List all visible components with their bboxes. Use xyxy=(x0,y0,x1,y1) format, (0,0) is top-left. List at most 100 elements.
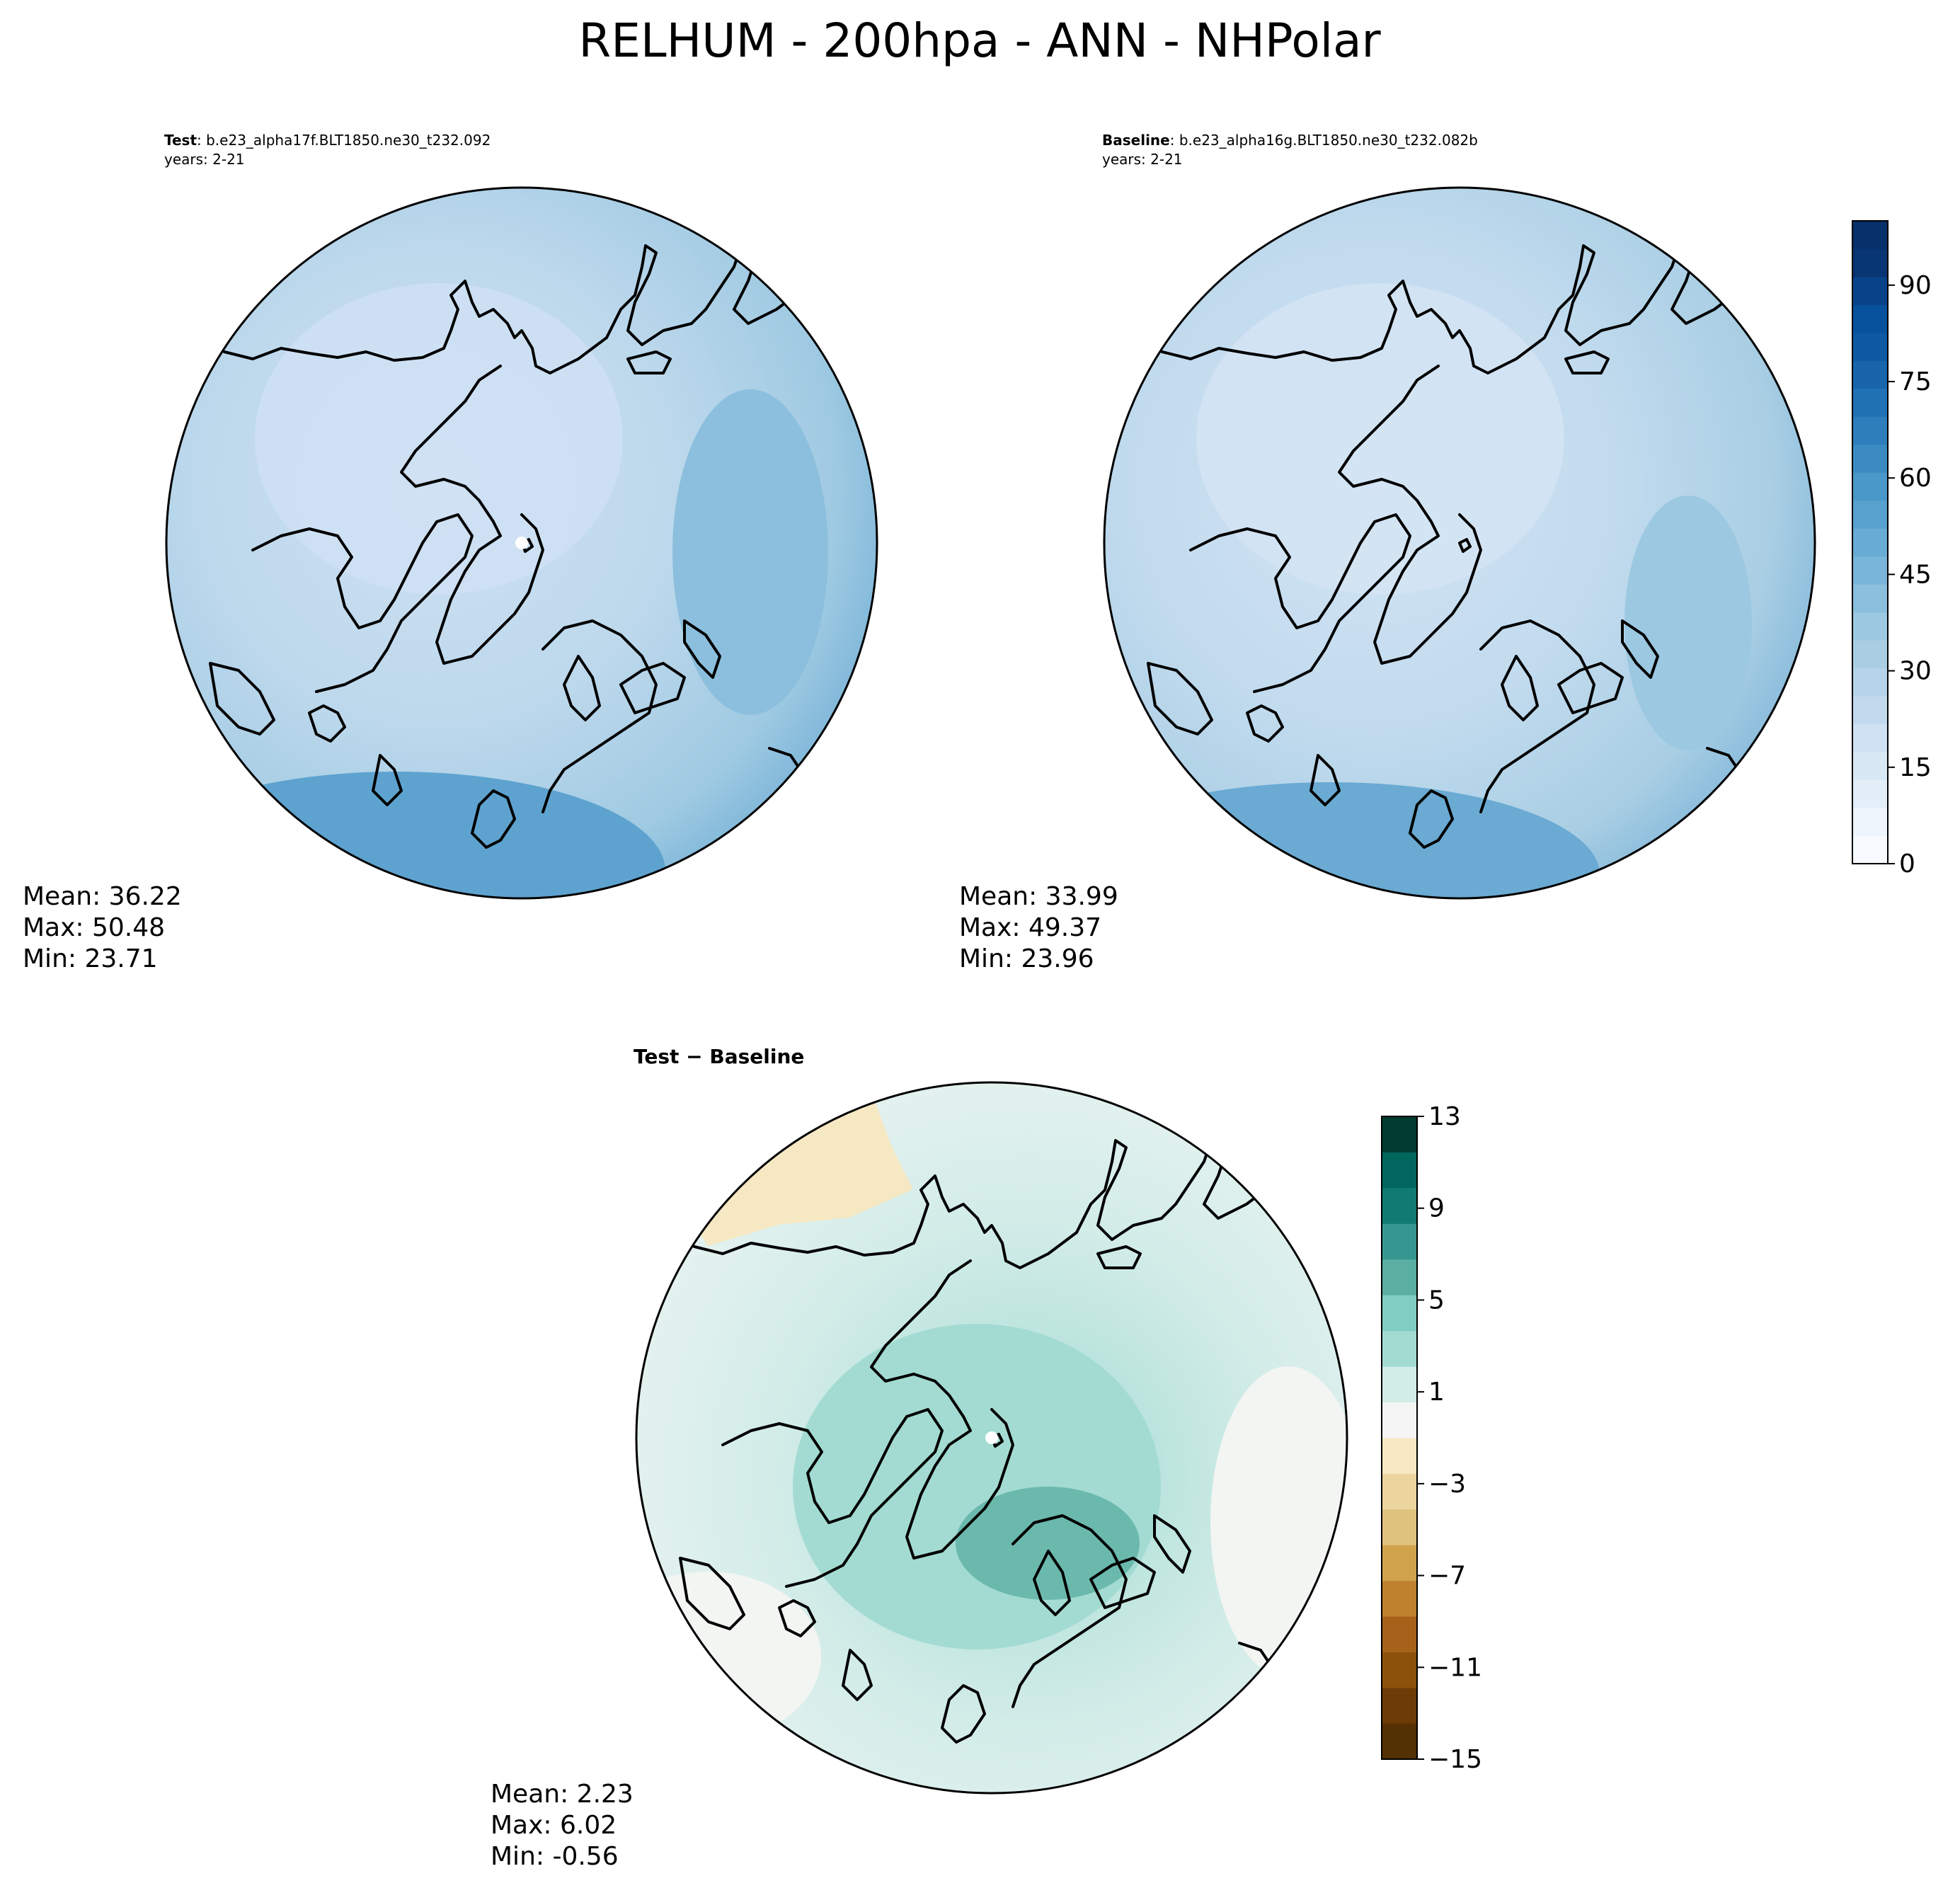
diff-max: Max: 6.02 xyxy=(491,1811,617,1840)
relhum-colorbar-segment xyxy=(1852,416,1888,445)
diff-colorbar-segment xyxy=(1382,1545,1417,1581)
relhum-colorbar-segment xyxy=(1852,276,1888,305)
relhum-colorbar-segment xyxy=(1852,640,1888,669)
baseline-panel: Baseline: b.e23_alpha16g.BLT1850.ne30_t2… xyxy=(959,132,1816,973)
diff-colorbar-segment xyxy=(1382,1580,1417,1617)
diff-colorbar-segment xyxy=(1382,1330,1417,1367)
diff-colorbar-segment xyxy=(1382,1116,1417,1152)
relhum-colorbar-segment xyxy=(1852,221,1888,249)
relhum-colorbar-segment xyxy=(1852,752,1888,781)
relhum-colorbar-segment xyxy=(1852,304,1888,333)
baseline-map-boundary xyxy=(1103,186,1816,900)
relhum-colorbar-segment xyxy=(1852,668,1888,697)
diff-colorbar-tick-label: −11 xyxy=(1428,1653,1482,1682)
relhum-colorbar-tick-label: 75 xyxy=(1899,367,1932,396)
relhum-colorbar-segment xyxy=(1852,472,1888,501)
baseline-map xyxy=(1104,188,1815,898)
relhum-colorbar-segment xyxy=(1852,332,1888,361)
relhum-colorbar-segment xyxy=(1852,248,1888,278)
relhum-colorbar-segment xyxy=(1852,500,1888,529)
baseline-mean: Mean: 33.99 xyxy=(959,882,1118,911)
test-label-bold: Test xyxy=(164,132,197,149)
diff-colorbar-segment xyxy=(1382,1295,1417,1332)
baseline-label-bold: Baseline xyxy=(1102,132,1170,149)
diff-min: Min: -0.56 xyxy=(491,1842,619,1871)
baseline-max: Max: 49.37 xyxy=(959,913,1101,942)
relhum-colorbar-segment xyxy=(1852,388,1888,417)
relhum-colorbar-segment xyxy=(1852,835,1888,864)
diff-colorbar-segment xyxy=(1382,1402,1417,1438)
diff-colorbar-segment xyxy=(1382,1616,1417,1653)
relhum-colorbar-tick-label: 15 xyxy=(1899,753,1932,782)
diff-colorbar-tick-label: −3 xyxy=(1428,1470,1466,1499)
diff-colorbar-tick-label: 9 xyxy=(1428,1194,1445,1223)
diff-colorbar-segment xyxy=(1382,1187,1417,1224)
diff-colorbar-segment xyxy=(1382,1688,1417,1724)
test-min: Min: 23.71 xyxy=(23,944,158,973)
test-pole-marker xyxy=(515,537,528,549)
test-map xyxy=(166,188,877,898)
test-field-high-band xyxy=(166,772,665,898)
baseline-field-min-region xyxy=(1196,283,1564,595)
diff-colorbar-tick-label: 5 xyxy=(1428,1286,1445,1315)
diff-colorbar-segment xyxy=(1382,1223,1417,1260)
test-label-case: : b.e23_alpha17f.BLT1850.ne30_t232.092 xyxy=(197,132,491,149)
diff-panel: Test − Baseline Mean: 2.23 Max: 6.02 Min… xyxy=(491,1045,1348,1871)
diff-colorbar-segment xyxy=(1382,1473,1417,1510)
diff-colorbar-segment xyxy=(1382,1366,1417,1403)
diff-field-positive-core xyxy=(793,1324,1161,1649)
diff-colorbar-segment xyxy=(1382,1509,1417,1545)
diff-colorbar-tick-label: 1 xyxy=(1428,1378,1445,1407)
diff-mean: Mean: 2.23 xyxy=(491,1780,634,1809)
test-mean: Mean: 36.22 xyxy=(23,882,182,911)
test-field-max-region xyxy=(672,389,828,715)
diff-colorbar-tick-label: 13 xyxy=(1428,1102,1461,1131)
relhum-colorbar-segment xyxy=(1852,696,1888,725)
diff-colorbar: 13 9 5 1 −3 −7 −11 −15 xyxy=(1381,1102,1482,1774)
relhum-colorbar: 0 15 30 45 60 75 90 xyxy=(1852,220,1932,879)
diff-field-negative-region xyxy=(680,1090,913,1246)
relhum-colorbar-segment xyxy=(1852,444,1888,473)
baseline-panel-label: Baseline: b.e23_alpha16g.BLT1850.ne30_t2… xyxy=(1102,132,1478,149)
relhum-colorbar-tick-label: 90 xyxy=(1899,271,1932,300)
baseline-label-case: : b.e23_alpha16g.BLT1850.ne30_t232.082b xyxy=(1170,132,1478,149)
diff-colorbar-segment xyxy=(1382,1652,1417,1688)
relhum-colorbar-tick-label: 0 xyxy=(1899,849,1915,879)
diff-colorbar-segment xyxy=(1382,1438,1417,1474)
figure-title: RELHUM - 200hpa - ANN - NHPolar xyxy=(578,13,1381,68)
test-map-boundary xyxy=(165,186,878,900)
test-panel: Test: b.e23_alpha17f.BLT1850.ne30_t232.0… xyxy=(23,132,878,973)
test-panel-label: Test: b.e23_alpha17f.BLT1850.ne30_t232.0… xyxy=(164,132,491,149)
diff-field-max-region xyxy=(956,1487,1140,1600)
relhum-colorbar-segment xyxy=(1852,612,1888,641)
relhum-colorbar-frame xyxy=(1852,220,1889,864)
relhum-colorbar-segment xyxy=(1852,808,1888,837)
relhum-colorbar-tick-label: 45 xyxy=(1899,560,1932,589)
relhum-colorbar-segment xyxy=(1852,360,1888,389)
baseline-min: Min: 23.96 xyxy=(959,944,1094,973)
diff-colorbar-segment xyxy=(1382,1152,1417,1189)
diff-colorbar-tick-label: −15 xyxy=(1428,1745,1482,1774)
diff-colorbar-frame xyxy=(1381,1116,1418,1760)
diff-map-boundary xyxy=(635,1081,1348,1795)
relhum-colorbar-segment xyxy=(1852,528,1888,557)
baseline-years: years: 2-21 xyxy=(1102,151,1183,168)
diff-pole-marker xyxy=(985,1431,998,1444)
relhum-colorbar-segment xyxy=(1852,584,1888,613)
diff-field-near-zero-west xyxy=(636,1572,821,1741)
diff-panel-label: Test − Baseline xyxy=(634,1045,804,1068)
diff-map xyxy=(636,1082,1347,1793)
diff-field-near-zero-east xyxy=(1210,1366,1347,1678)
test-years: years: 2-21 xyxy=(164,151,245,168)
relhum-colorbar-segment xyxy=(1852,556,1888,585)
diff-colorbar-tick-label: −7 xyxy=(1428,1562,1466,1591)
relhum-colorbar-segment xyxy=(1852,723,1888,753)
relhum-colorbar-segment xyxy=(1852,779,1888,808)
diff-colorbar-segment xyxy=(1382,1259,1417,1295)
baseline-field-max-region xyxy=(1624,496,1752,750)
test-max: Max: 50.48 xyxy=(23,913,165,942)
diff-colorbar-segment xyxy=(1382,1723,1417,1760)
relhum-colorbar-tick-label: 30 xyxy=(1899,657,1932,686)
relhum-colorbar-tick-label: 60 xyxy=(1899,464,1932,493)
